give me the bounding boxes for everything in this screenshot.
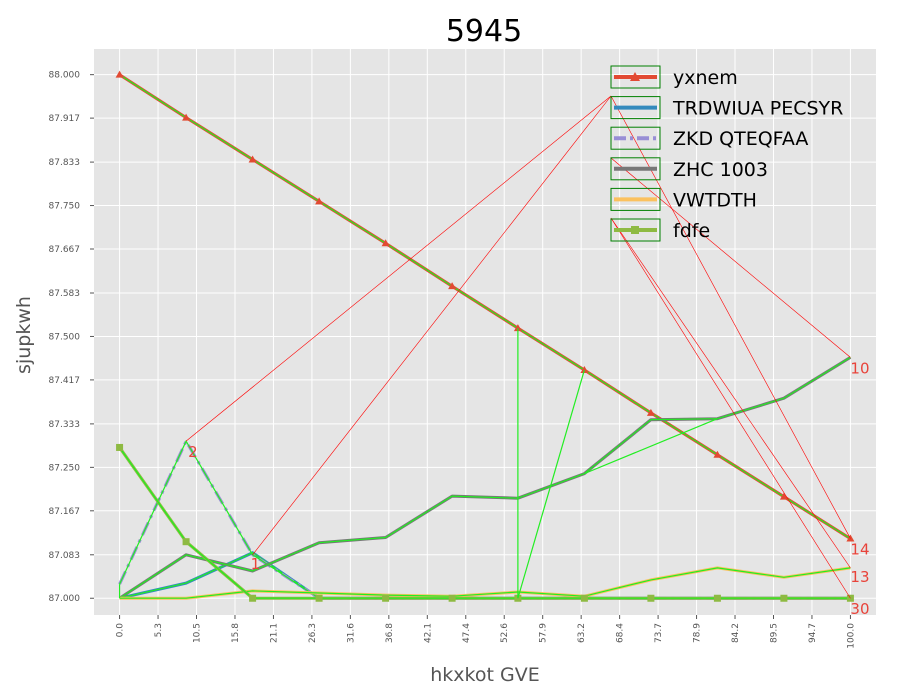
data-point (249, 594, 257, 602)
y-tick-label: 87.083 (49, 551, 81, 561)
x-tick-label: 73.7 (654, 623, 664, 643)
series-outline-5 (119, 447, 851, 599)
data-point (780, 594, 788, 602)
tick-labels: 0.0 5.3 10.5 15.8 21.1 26.3 31.6 36.8 42.1 47.4 52… (49, 71, 857, 649)
legend-label: fdfe (673, 220, 710, 242)
y-tick-label: 87.250 (49, 463, 81, 473)
data-point (182, 538, 190, 546)
annotation-label: 2 (188, 443, 198, 461)
x-tick-label: 52.6 (500, 623, 510, 643)
connector-line (584, 418, 718, 475)
data-point (448, 594, 456, 602)
legend-swatch-box (610, 218, 661, 242)
data-point (382, 594, 390, 602)
legend-label: yxnem (673, 67, 738, 89)
x-tick-label: 10.5 (193, 623, 203, 643)
connector-line (517, 369, 585, 599)
grid (94, 49, 876, 615)
annotation-labels: 10 2 14 13 30 1 (188, 359, 869, 618)
x-tick-label: 100.0 (846, 623, 856, 649)
x-tick-label: 94.7 (808, 623, 818, 643)
y-tick-label: 87.000 (49, 594, 81, 604)
data-point (580, 365, 589, 373)
data-point (381, 239, 390, 247)
y-tick-label: 87.167 (49, 507, 81, 517)
data-point (182, 113, 191, 121)
data-point (713, 594, 721, 602)
x-tick-label: 78.9 (693, 623, 703, 643)
annotation-label: 13 (850, 568, 869, 586)
data-point (713, 450, 722, 458)
legend-swatch-box (610, 96, 661, 120)
annotation-line (610, 217, 851, 569)
data-point (647, 594, 655, 602)
data-point (315, 594, 323, 602)
y-tick-label: 88.000 (49, 71, 81, 81)
annotation-line (610, 157, 851, 358)
data-point (646, 408, 655, 416)
y-tick-label: 87.333 (49, 420, 81, 430)
y-tick-label: 87.917 (49, 114, 81, 124)
legend: yxnem TRDWIUA PECSYR ZKD QTEQFAA ZHC 1003 VW… (610, 65, 843, 242)
x-tick-label: 84.2 (731, 623, 741, 643)
x-tick-label: 42.1 (423, 623, 433, 643)
data-point (315, 197, 324, 205)
chart-title: 5945 (446, 14, 522, 49)
annotation-label: 10 (850, 359, 869, 377)
annotation-label: 30 (850, 600, 869, 618)
x-axis-label: hkxkot GVE (430, 664, 539, 686)
y-tick-label: 87.583 (49, 289, 81, 299)
x-tick-label: 89.5 (769, 623, 779, 643)
y-tick-label: 87.667 (49, 245, 81, 255)
legend-marker (630, 72, 640, 81)
x-tick-label: 15.8 (231, 623, 241, 643)
legend-label: TRDWIUA PECSYR (672, 98, 843, 120)
annotation-lines (118, 95, 851, 599)
series-outline-0 (119, 74, 851, 540)
series-lines (115, 70, 855, 602)
x-tick-label: 21.1 (269, 623, 279, 643)
x-tick-label: 5.3 (154, 623, 164, 637)
y-axis-label: sjupkwh (13, 296, 35, 374)
data-point (448, 282, 457, 290)
legend-label: ZHC 1003 (673, 159, 768, 181)
data-point (115, 70, 124, 78)
x-tick-label: 36.8 (385, 623, 395, 643)
data-point (248, 155, 257, 163)
y-tick-label: 87.500 (49, 332, 81, 342)
legend-marker (631, 226, 639, 234)
legend-swatch-box (610, 157, 661, 181)
x-tick-label: 68.4 (616, 623, 626, 643)
series-outline-3 (119, 356, 851, 599)
legend-swatch-box (610, 65, 661, 89)
x-tick-label: 57.9 (539, 623, 549, 643)
x-tick-label: 47.4 (462, 623, 472, 643)
x-tick-label: 63.2 (577, 623, 587, 643)
annotation-label: 14 (850, 541, 869, 559)
annotation-line (610, 217, 851, 599)
y-tick-label: 87.833 (49, 158, 81, 168)
x-tick-label: 0.0 (116, 623, 126, 638)
data-point (779, 492, 788, 500)
data-point (580, 594, 588, 602)
legend-label: VWTDTH (673, 189, 757, 211)
data-point (513, 324, 522, 332)
y-tick-label: 87.750 (49, 202, 81, 212)
y-tick-label: 87.417 (49, 376, 81, 386)
x-tick-label: 26.3 (308, 623, 318, 643)
series-outline-4 (119, 567, 851, 599)
legend-swatch-box (610, 187, 661, 211)
annotation-label: 1 (251, 555, 261, 573)
x-tick-label: 31.6 (346, 623, 356, 643)
legend-label: ZKD QTEQFAA (673, 128, 808, 150)
annotation-line (252, 95, 612, 555)
annotation-line (185, 95, 612, 442)
legend-swatch-box (610, 126, 661, 150)
data-point (116, 443, 124, 451)
